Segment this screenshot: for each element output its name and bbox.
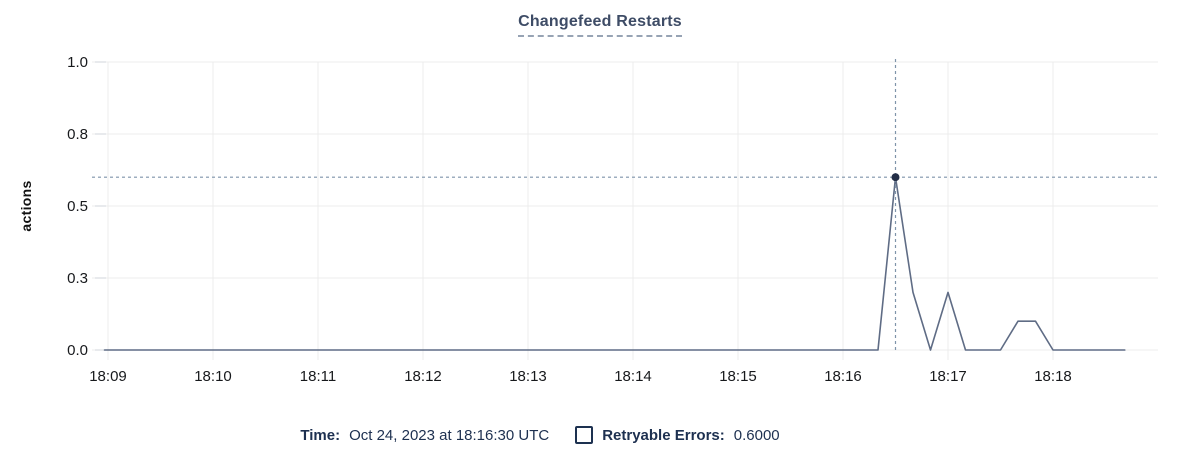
x-tick-label: 18:13	[509, 368, 547, 385]
legend-time-label: Time:	[300, 426, 341, 444]
x-tick-label: 18:09	[89, 368, 127, 385]
hover-point-dot	[891, 173, 900, 182]
x-tick-label: 18:18	[1034, 368, 1072, 385]
y-tick-label: 0.8	[67, 126, 88, 143]
chart-svg: 18:09 18:10 18:11 18:12 18:13 18:14 18:15 18:16…	[18, 54, 1158, 385]
legend-series-label: Retryable Errors:	[602, 426, 725, 444]
legend-series-value: 0.6000	[733, 426, 780, 444]
series-visibility-checkbox[interactable]	[575, 426, 594, 444]
chart-plot-area[interactable]: 18:09 18:10 18:11 18:12 18:13 18:14 18:15 18:16…	[0, 0, 1200, 410]
y-tick-label: 0.0	[67, 342, 88, 359]
chart-legend: Time: Oct 24, 2023 at 18:16:30 UTC Retry…	[0, 423, 1080, 447]
series-line	[103, 176, 1126, 351]
y-tick-label: 0.3	[67, 270, 88, 287]
x-tick-label: 18:15	[719, 368, 757, 385]
legend-time: Time: Oct 24, 2023 at 18:16:30 UTC	[300, 427, 549, 444]
x-tick-label: 18:10	[194, 368, 232, 385]
x-tick-label: 18:16	[824, 368, 862, 385]
chart-title-row: Changefeed Restarts	[0, 13, 1200, 37]
x-tick-label: 18:14	[614, 368, 652, 385]
legend-series-retryable-errors: Retryable Errors: 0.6000	[575, 426, 780, 444]
x-tick-label: 18:11	[300, 368, 336, 385]
y-tick-label: 1.0	[67, 54, 88, 71]
y-tick-label: 0.5	[67, 198, 88, 215]
x-tick-label: 18:17	[929, 368, 967, 385]
chart-title[interactable]: Changefeed Restarts	[518, 13, 682, 37]
legend-time-value: Oct 24, 2023 at 18:16:30 UTC	[349, 426, 550, 444]
x-tick-label: 18:12	[404, 368, 442, 385]
y-axis-title: actions	[18, 180, 34, 231]
